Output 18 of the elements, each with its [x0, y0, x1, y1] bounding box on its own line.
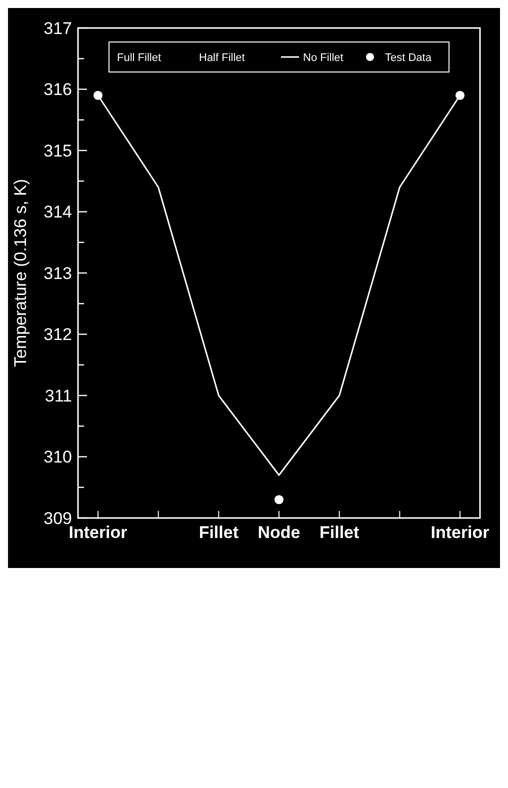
- annotation: Half Fillet: [199, 52, 245, 64]
- y-tick-label: 311: [44, 386, 72, 406]
- y-tick-label: 314: [44, 202, 72, 222]
- y-tick-label: 312: [44, 325, 72, 344]
- x-tick-label: Interior: [430, 523, 490, 542]
- y-axis-title: Temperature (0.136 s, K): [11, 178, 30, 368]
- x-tick-label: Interior: [68, 523, 128, 542]
- x-tick-label: Node: [258, 523, 300, 542]
- y-tick-label: 316: [44, 80, 72, 100]
- y-tick-label: 310: [44, 448, 72, 467]
- legend-label: Test Data: [385, 52, 432, 64]
- y-tick-label: 313: [44, 264, 72, 283]
- y-tick-label: 315: [44, 141, 72, 160]
- x-tick-label: Fillet: [319, 523, 360, 542]
- legend-label: No Fillet: [303, 52, 344, 64]
- x-tick-label: Fillet: [198, 523, 239, 542]
- annotation: Full Fillet: [117, 52, 162, 64]
- y-tick-label: 317: [44, 18, 72, 38]
